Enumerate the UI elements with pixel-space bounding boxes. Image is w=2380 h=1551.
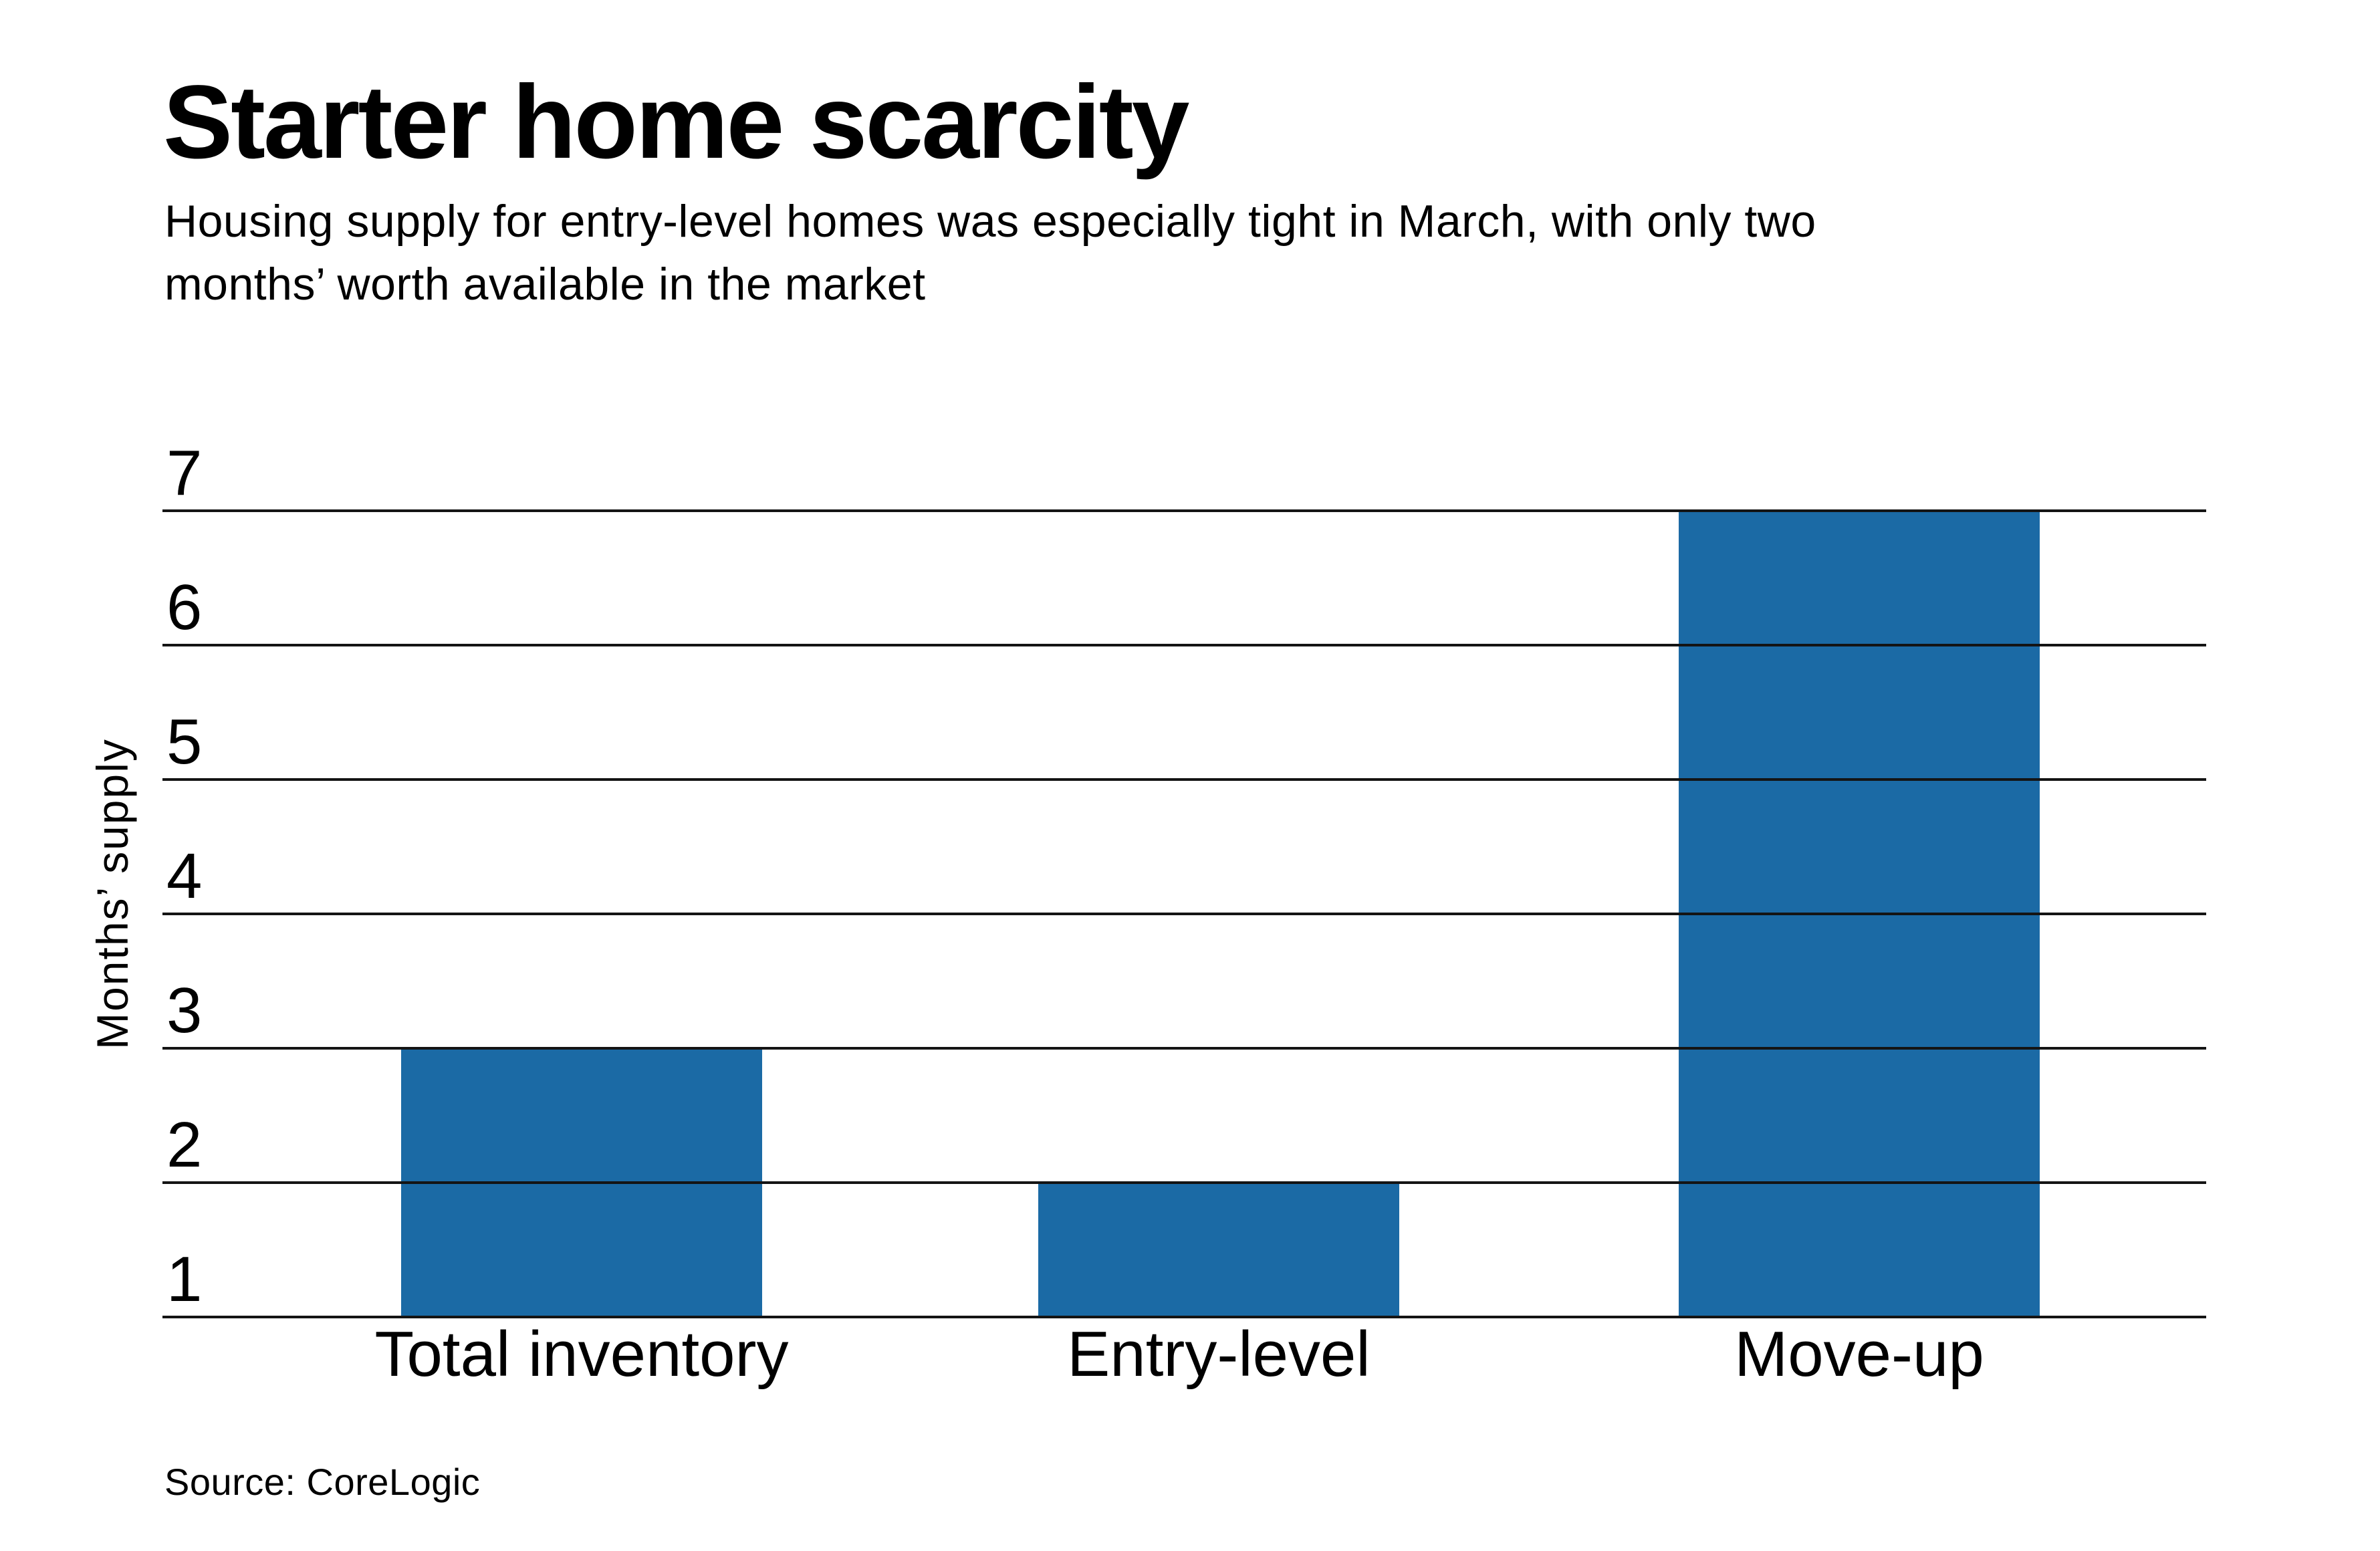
gridline-2 [162, 1181, 2206, 1184]
x-label-total-inventory: Total inventory [374, 1318, 789, 1390]
chart-subtitle: Housing supply for entry-level homes was… [164, 190, 1816, 316]
y-tick-5: 5 [166, 706, 203, 778]
y-tick-4: 4 [166, 840, 203, 912]
chart-subtitle-line-2: months’ worth available in the market [164, 259, 926, 310]
gridline-4 [162, 913, 2206, 915]
y-axis-title: Months’ supply [88, 738, 137, 1050]
y-tick-1: 1 [166, 1243, 203, 1315]
chart-subtitle-line-1: Housing supply for entry-level homes was… [164, 196, 1816, 247]
gridline-1-baseline [162, 1316, 2206, 1318]
gridline-3 [162, 1047, 2206, 1050]
chart-title: Starter home scarcity [163, 64, 1189, 181]
y-tick-3: 3 [166, 975, 203, 1046]
gridline-5 [162, 778, 2206, 781]
gridline-6 [162, 644, 2206, 646]
gridline-7 [162, 509, 2206, 512]
source-note: Source: CoreLogic [164, 1461, 481, 1503]
x-label-move-up: Move-up [1734, 1318, 1984, 1390]
bar-entry-level [1038, 1183, 1399, 1317]
plot-area: 7 6 5 4 3 2 1 Total inventory Entry-leve… [162, 441, 2206, 1387]
y-tick-7: 7 [166, 437, 203, 509]
y-tick-2: 2 [166, 1109, 203, 1181]
x-label-entry-level: Entry-level [1067, 1318, 1371, 1390]
y-tick-6: 6 [166, 572, 203, 643]
